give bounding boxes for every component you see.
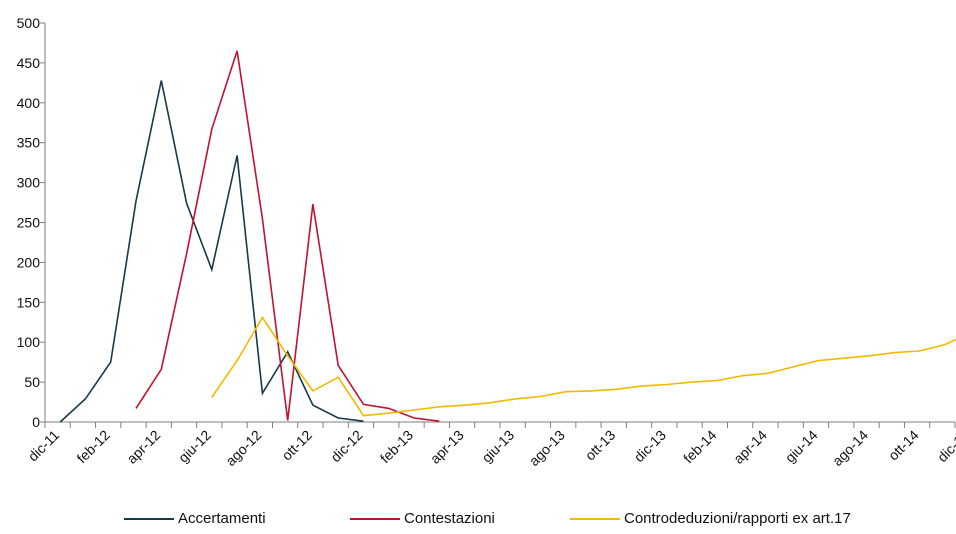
series-line-accertamenti [59,80,364,423]
x-tick-label: dic-11 [25,427,63,465]
x-tick-label: ago-12 [222,427,264,469]
x-tick-label: apr-14 [730,427,770,467]
legend-item-contestazioni: Contestazioni [350,510,495,527]
x-tick-label: dic-13 [631,427,669,465]
series-line-controdeduzioni-rapporti-ex-art-17 [211,315,956,417]
x-tick-label: dic-14 [934,427,956,465]
legend-label-accertamenti: Accertamenti [178,510,266,527]
x-tick-label: ago-13 [526,427,568,469]
legend-item-accertamenti: Accertamenti [124,510,266,527]
x-tick-label: ott-12 [278,427,315,464]
y-tick-label: 450 [17,55,41,71]
x-tick-label: ott-13 [582,427,619,464]
y-tick-label: 500 [17,15,41,31]
x-tick-label: apr-13 [427,427,467,467]
x-tick-label: feb-12 [73,427,113,467]
x-tick-label: giu-13 [478,427,517,466]
legend-swatch-controdeduzioni [570,517,620,520]
legend-swatch-accertamenti [124,517,174,520]
x-tick-label: apr-12 [123,427,163,467]
x-tick-label: feb-13 [377,427,417,467]
legend-label-controdeduzioni: Controdeduzioni/rapporti ex art.17 [624,510,851,527]
y-tick-label: 250 [17,215,41,231]
y-tick-label: 400 [17,95,41,111]
legend-item-controdeduzioni: Controdeduzioni/rapporti ex art.17 [570,510,851,527]
x-tick-label: dic-12 [327,427,365,465]
x-tick-label: giu-14 [782,427,821,466]
legend: Accertamenti Contestazioni Controdeduzio… [0,510,956,534]
y-tick-label: 50 [24,374,40,390]
y-tick-label: 0 [32,414,40,430]
plot-area: 0 50 100 150 200 250 300 350 400 450 500 dic-11 feb-… [17,15,956,469]
x-tick-label: ago-14 [829,427,871,469]
y-tick-label: 300 [17,175,41,191]
y-tick-label: 350 [17,135,41,151]
legend-label-contestazioni: Contestazioni [404,510,495,527]
legend-swatch-contestazioni [350,517,400,520]
x-tick-label: ott-14 [885,427,922,464]
y-tick-label: 150 [17,294,41,310]
series-line-contestazioni [135,50,440,422]
x-tick-label: feb-14 [680,427,720,467]
y-tick-label: 100 [17,334,41,350]
x-tick-label: giu-12 [175,427,214,466]
y-tick-label: 200 [17,254,41,270]
